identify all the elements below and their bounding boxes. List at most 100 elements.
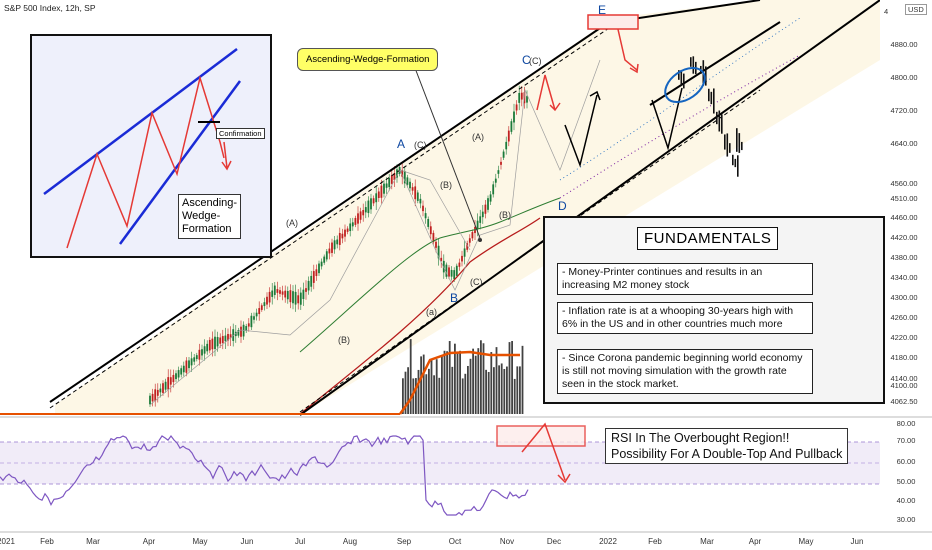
- fundamentals-box: FUNDAMENTALS - Money-Printer continues a…: [543, 216, 885, 404]
- projection-black-d: [564, 94, 598, 168]
- candle-body: [520, 92, 523, 100]
- candle-body: [182, 365, 185, 373]
- fundamentals-item-2: - Inflation rate is at a whooping 30-yea…: [557, 302, 813, 334]
- candle-body: [349, 223, 352, 232]
- candle-body: [492, 184, 495, 195]
- ma-red-line: [299, 217, 541, 415]
- rsi-tick-label: 60.00: [897, 457, 916, 466]
- volume-bar: [511, 341, 513, 414]
- price-tick-label: 4340.00: [890, 273, 917, 282]
- candle-body: [409, 181, 411, 189]
- candle-body: [479, 216, 482, 223]
- ma-dotted-purple: [559, 54, 801, 199]
- candle-body: [497, 170, 500, 174]
- candle-body: [216, 337, 219, 347]
- inset-zigzag-tail: [223, 141, 228, 169]
- candle-body: [195, 355, 198, 360]
- volume-bar: [441, 356, 443, 414]
- candle-body: [289, 290, 292, 303]
- candle-body: [442, 260, 445, 273]
- volume-bar: [500, 363, 503, 414]
- inset-upper-line: [43, 48, 238, 195]
- wave-label-b: B: [450, 291, 458, 305]
- price-tick-label: 4140.00: [890, 374, 917, 383]
- candle-body: [284, 290, 287, 298]
- candle-body: [513, 111, 515, 123]
- rsi-tick-label: 40.00: [897, 496, 916, 505]
- inset-title-line1: Ascending-: [182, 197, 238, 209]
- candle-body: [448, 267, 450, 277]
- price-tick-label: 4460.00: [890, 213, 917, 222]
- candle-body: [219, 337, 222, 344]
- candle-body: [362, 209, 365, 216]
- rsi-tick-label: 70.00: [897, 436, 916, 445]
- volume-bar: [456, 352, 459, 414]
- wave-label-paren-b3: (B): [499, 210, 511, 220]
- candle-body: [419, 198, 422, 204]
- candle-body: [211, 338, 214, 350]
- wave-thin-lines: [149, 59, 601, 406]
- candle-body: [354, 217, 357, 225]
- time-tick-label: Jun: [241, 537, 254, 546]
- candle-body: [268, 291, 271, 303]
- candle-body: [203, 346, 206, 354]
- candle-body: [221, 336, 224, 343]
- candle-body: [502, 151, 505, 158]
- rsi-tick-label: 80.00: [897, 419, 916, 428]
- wave-label-c: C: [522, 53, 531, 67]
- candle-body: [416, 192, 419, 201]
- candle-body: [201, 349, 203, 356]
- price-tick-label: 4560.00: [890, 179, 917, 188]
- volume-bar: [495, 347, 498, 414]
- candle-body: [463, 248, 466, 257]
- candle-body: [427, 219, 430, 227]
- candle-body: [445, 264, 448, 277]
- volume-bar: [407, 367, 409, 414]
- volume-bar: [443, 350, 446, 414]
- wave-label-a: A: [397, 137, 405, 151]
- inset-confirmation-label: Confirmation: [216, 128, 265, 139]
- candle-body: [279, 290, 281, 294]
- wedge-lower-line: [299, 0, 881, 416]
- candle-body: [151, 393, 154, 402]
- candle-body: [429, 226, 432, 235]
- candle-body: [390, 175, 393, 184]
- time-tick-label: Apr: [143, 537, 156, 546]
- volume-bar: [487, 371, 490, 414]
- candle-body: [507, 130, 510, 142]
- time-tick-label: Mar: [86, 537, 100, 546]
- candle-2022: [716, 111, 718, 125]
- time-tick-label: Dec: [547, 537, 561, 546]
- time-tick-label: Oct: [449, 537, 462, 546]
- candle-body: [250, 315, 253, 328]
- candle-body: [453, 270, 456, 280]
- wedge-label-connector: [414, 67, 481, 239]
- candle-body: [318, 263, 320, 274]
- volume-bar: [482, 343, 485, 414]
- currency-badge[interactable]: USD: [905, 4, 927, 15]
- candle-2022: [732, 154, 734, 166]
- wave-label-paren-a2: (A): [472, 132, 484, 142]
- rsi-axis-bg: [880, 418, 932, 532]
- fundamentals-item-1: - Money-Printer continues and results in…: [557, 263, 813, 295]
- e-target-box: [587, 14, 639, 30]
- candle-body: [344, 229, 346, 237]
- volume-bar: [485, 369, 487, 414]
- candle-body: [422, 205, 424, 212]
- candle-body: [357, 213, 359, 224]
- rsi-overbought-box: [496, 425, 586, 447]
- candle-body: [455, 265, 458, 276]
- candle-body: [515, 104, 518, 111]
- candle-body: [156, 389, 159, 396]
- volume-bar: [402, 378, 404, 414]
- volume-bar: [519, 366, 521, 414]
- rsi-note-line2: Possibility For A Double-Top And Pullbac…: [611, 447, 843, 461]
- candle-body: [273, 285, 276, 295]
- candle-body: [154, 389, 157, 402]
- volume-bar: [503, 369, 506, 414]
- time-tick-label: Feb: [40, 537, 54, 546]
- candle-body: [255, 312, 258, 317]
- candle-body: [385, 183, 388, 188]
- candle-body: [180, 368, 183, 375]
